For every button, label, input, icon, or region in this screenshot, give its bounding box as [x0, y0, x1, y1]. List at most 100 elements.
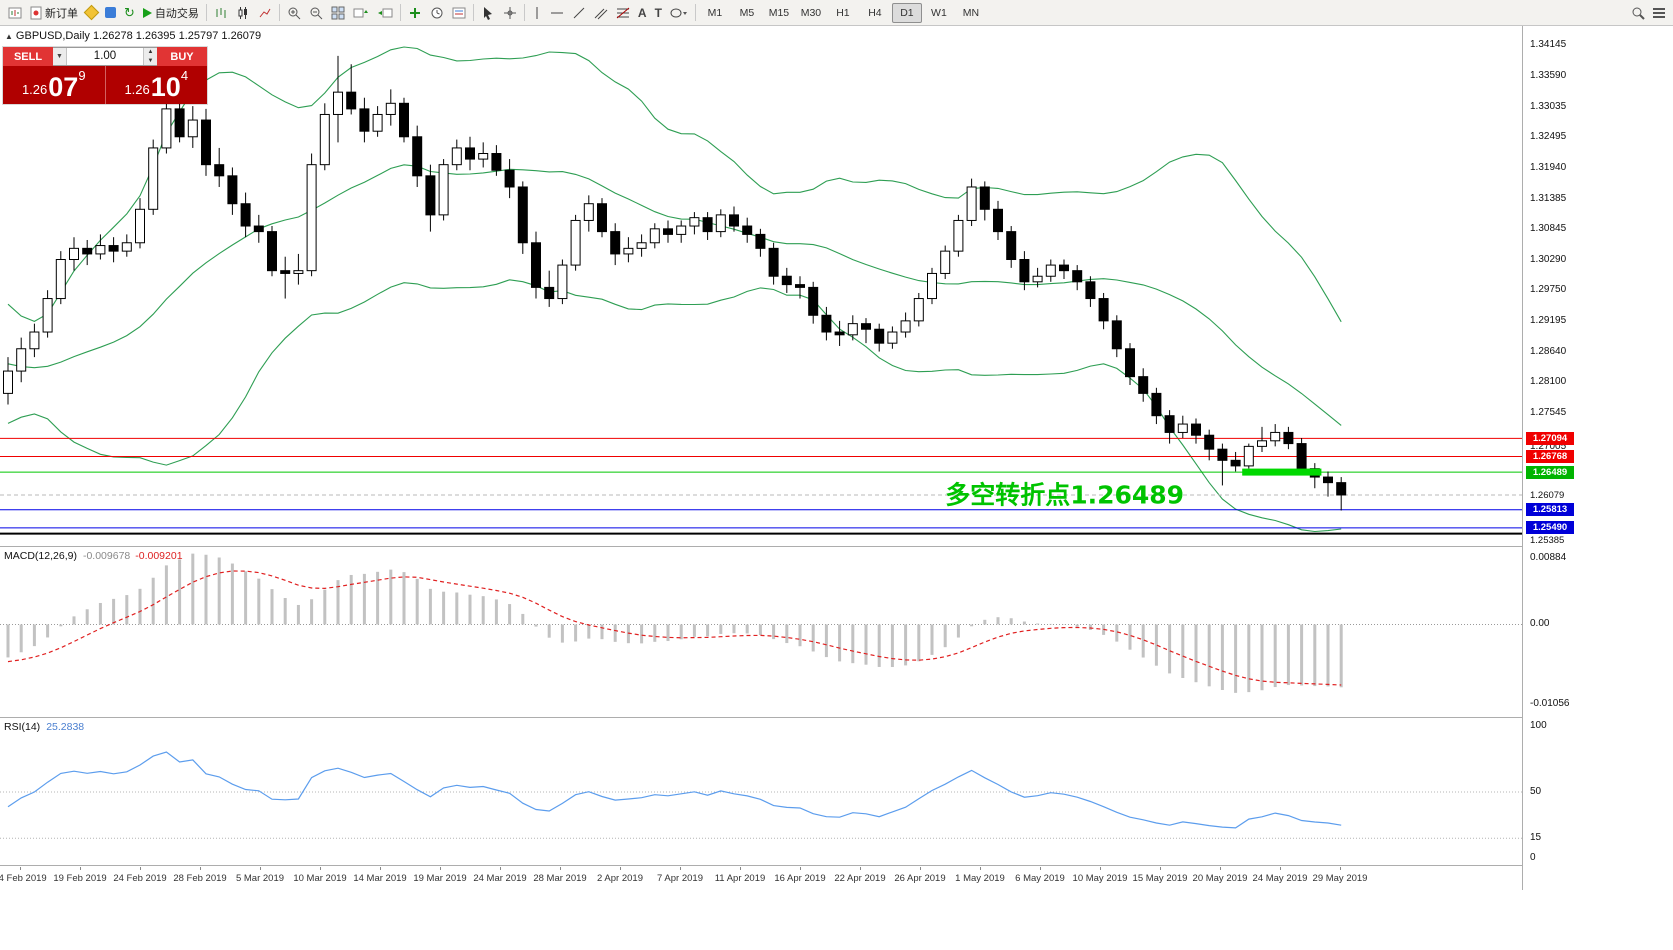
horizontal-lines[interactable] [0, 437, 1522, 535]
search-icon [1631, 6, 1645, 20]
price-chart-canvas[interactable]: 多空转折点1.26489 [0, 26, 1522, 546]
horizontal-line-tool-button[interactable] [546, 2, 568, 24]
channel-icon [594, 6, 608, 20]
label-tool-button[interactable]: T [651, 2, 666, 24]
macd-main-value: -0.009678 [82, 550, 131, 562]
timeframe-button-h4[interactable]: H4 [868, 6, 882, 19]
date-label: 24 Mar 2019 [473, 873, 527, 884]
timeframe-button-m30[interactable]: M30 [800, 6, 822, 19]
macd-panel[interactable] [0, 547, 1522, 717]
chart-shift-icon [377, 6, 393, 20]
sell-price[interactable]: 1.26 07 9 [3, 66, 105, 104]
sell-price-big: 07 [48, 72, 79, 102]
toolbar-menu-button[interactable] [1649, 2, 1669, 24]
candlestick-mode-button[interactable] [232, 2, 254, 24]
one-click-trading-widget: SELL ▼ 1.00 ▲ ▼ BUY 1.26 07 9 1.26 10 4 [3, 47, 207, 104]
new-order-button[interactable]: 新订单 [26, 2, 82, 24]
new-chart-button[interactable] [4, 2, 26, 24]
copy-trading-button[interactable]: ↻ [120, 2, 139, 24]
timeframe-bar: M1 M5 M15 M30 H1 H4 D1 W1 MN [699, 2, 987, 23]
cursor-tool-button[interactable] [477, 2, 499, 24]
collapse-arrow-icon[interactable]: ▲ [5, 32, 13, 41]
trendline-tool-button[interactable] [568, 2, 590, 24]
autotrading-button[interactable]: 自动交易 [139, 2, 203, 24]
channel-tool-button[interactable] [590, 2, 612, 24]
indicators-icon [408, 6, 422, 20]
templates-button[interactable] [448, 2, 470, 24]
timeframe-button-d1[interactable]: D1 [891, 2, 922, 23]
bid-price-tag: 1.26079 [1530, 489, 1565, 501]
periods-button[interactable] [426, 2, 448, 24]
zoom-out-icon [309, 6, 323, 20]
rsi-axis-label: 100 [1530, 720, 1547, 731]
time-axis-tick [380, 867, 381, 870]
sell-button[interactable]: SELL [3, 47, 53, 66]
timeframe-button-h1[interactable]: H1 [836, 6, 850, 19]
line-chart-mode-button[interactable] [254, 2, 276, 24]
tile-windows-button[interactable] [327, 2, 349, 24]
time-axis-tick [260, 867, 261, 870]
timeframe-button-m1[interactable]: M1 [707, 6, 723, 19]
time-axis-tick [440, 867, 441, 870]
date-label: 28 Mar 2019 [533, 873, 587, 884]
horizontal-line-icon [550, 8, 564, 18]
bollinger-bands [7, 46, 1342, 533]
timeframe-button-w1[interactable]: W1 [931, 6, 947, 19]
date-label: 26 Apr 2019 [894, 873, 946, 884]
fibonacci-icon [616, 6, 630, 20]
date-label: 14 Feb 2019 [0, 873, 47, 884]
chart-shift-button[interactable] [373, 2, 397, 24]
community-button[interactable] [101, 2, 120, 24]
rsi-label: RSI(14) 25.2838 [4, 721, 84, 733]
deposit-icon [83, 4, 100, 21]
time-axis[interactable]: 14 Feb 2019 19 Feb 2019 24 Feb 2019 28 Feb … [0, 866, 1522, 890]
timeframe-button-m5[interactable]: M5 [739, 6, 755, 19]
shapes-tool-button[interactable] [666, 2, 692, 24]
price-chart-panel[interactable]: 多空转折点1.26489 [0, 26, 1522, 546]
buy-price[interactable]: 1.26 10 4 [104, 66, 208, 104]
zoom-out-button[interactable] [305, 2, 327, 24]
price-axis-tick: 1.33590 [1530, 69, 1567, 81]
buy-button[interactable]: BUY [157, 47, 207, 66]
price-axis-tick: 1.29195 [1530, 315, 1567, 327]
crosshair-tool-button[interactable] [499, 2, 521, 24]
zoom-in-button[interactable] [283, 2, 305, 24]
macd-axis-label: 0.00884 [1530, 551, 1567, 563]
price-axis[interactable]: 1.34145 1.33590 1.33035 1.32495 1.31940 1.313… [1523, 26, 1673, 890]
lot-increase-button[interactable]: ▲ [144, 48, 157, 57]
panel-separator[interactable] [0, 717, 1673, 718]
turning-point-zone[interactable] [1242, 468, 1322, 476]
price-tag: 1.25490 [1526, 521, 1574, 535]
deposit-button[interactable] [82, 2, 101, 24]
candlesticks[interactable] [3, 55, 1347, 511]
text-tool-button[interactable]: A [634, 2, 651, 24]
fibonacci-tool-button[interactable] [612, 2, 634, 24]
lot-dropdown-button[interactable]: ▼ [53, 48, 67, 65]
buy-price-big: 10 [150, 72, 181, 102]
turning-point-annotation[interactable]: 多空转折点1.26489 [945, 480, 1184, 509]
lot-stepper: ▲ ▼ [143, 48, 157, 65]
date-label: 5 Mar 2019 [235, 873, 285, 884]
timeframe-button-mn[interactable]: MN [962, 6, 980, 19]
lot-size-input[interactable]: 1.00 [93, 50, 117, 62]
panel-separator[interactable] [0, 546, 1673, 547]
bid-ask-panel: 1.26 07 9 1.26 10 4 [3, 66, 207, 104]
time-axis-tick [860, 867, 861, 870]
vertical-line-tool-button[interactable] [528, 2, 546, 24]
timeframe-button-m15[interactable]: M15 [768, 6, 790, 19]
label-icon: T [654, 5, 662, 20]
rsi-value: 25.2838 [46, 721, 85, 733]
time-axis-tick [920, 867, 921, 870]
indicators-button[interactable] [404, 2, 426, 24]
copy-trading-icon: ↻ [124, 5, 135, 20]
periods-icon [430, 6, 444, 20]
date-label: 1 May 2019 [955, 873, 1005, 884]
auto-scroll-icon [353, 6, 369, 20]
bar-chart-mode-button[interactable] [210, 2, 232, 24]
toolbar: 新订单 ↻ 自动交易 A T M1 M5 M1 [0, 0, 1673, 26]
date-label: 20 May 2019 [1192, 873, 1248, 884]
search-button[interactable] [1627, 2, 1649, 24]
lot-decrease-button[interactable]: ▼ [144, 56, 157, 65]
rsi-panel[interactable] [0, 718, 1522, 866]
auto-scroll-button[interactable] [349, 2, 373, 24]
